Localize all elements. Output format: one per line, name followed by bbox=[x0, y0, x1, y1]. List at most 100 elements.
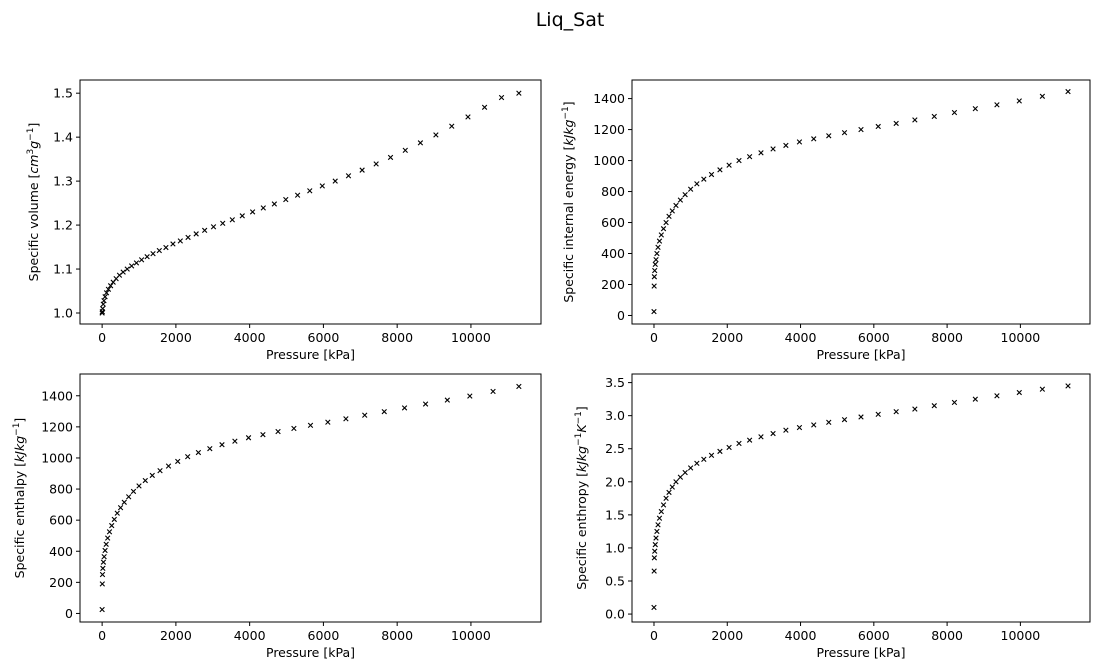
volume-data-point bbox=[319, 183, 325, 189]
internal-energy-data-point bbox=[652, 261, 658, 268]
internal-energy-x-axis-label: Pressure [kPa] bbox=[817, 347, 906, 362]
internal-energy-data-point bbox=[758, 150, 764, 156]
volume-y-axis-label-part: −1 bbox=[26, 128, 36, 141]
entropy-data-point bbox=[931, 403, 937, 409]
enthalpy-data-point bbox=[325, 419, 331, 425]
subplot-enthalpy: 0 2000 4000 6000 8000 10000 0 200 400 600 800 1000 1… bbox=[12, 373, 542, 660]
volume-data-point bbox=[359, 167, 365, 173]
volume-data-point bbox=[249, 209, 256, 215]
internal-energy-series bbox=[651, 88, 1071, 315]
enthalpy-x-tick-label: 4000 bbox=[234, 628, 266, 643]
enthalpy-data-point bbox=[121, 499, 127, 505]
volume-data-point bbox=[345, 173, 352, 179]
volume-data-point bbox=[402, 147, 408, 154]
volume-y-tick-label: 1.3 bbox=[53, 174, 73, 189]
enthalpy-data-point bbox=[100, 559, 107, 565]
internal-energy-data-point bbox=[651, 308, 657, 315]
internal-energy-data-point bbox=[694, 181, 700, 187]
volume-data-point bbox=[516, 90, 522, 96]
entropy-axes-frame bbox=[631, 373, 1091, 623]
internal-energy-y-tick-label: 1400 bbox=[593, 91, 625, 106]
enthalpy-data-point bbox=[444, 397, 451, 403]
enthalpy-data-point bbox=[117, 505, 124, 511]
volume-x-tick-label: 2000 bbox=[160, 330, 192, 345]
enthalpy-y-tick-label: 200 bbox=[49, 575, 73, 590]
enthalpy-data-point bbox=[219, 442, 225, 448]
entropy-data-point bbox=[783, 427, 789, 433]
enthalpy-y-tick-label: 400 bbox=[49, 544, 73, 559]
entropy-data-point bbox=[758, 434, 764, 440]
volume-y-tick-label: 1.1 bbox=[53, 262, 73, 277]
volume-y-axis-label-part: Specific volume [ bbox=[26, 174, 41, 282]
entropy-y-axis-label-part: ] bbox=[574, 406, 589, 411]
internal-energy-y-axis-label-part: −1 bbox=[561, 106, 571, 119]
enthalpy-data-point bbox=[362, 412, 368, 418]
internal-energy-data-point bbox=[1065, 88, 1071, 95]
entropy-data-point bbox=[858, 414, 864, 420]
internal-energy-data-point bbox=[652, 267, 658, 274]
enthalpy-data-point bbox=[109, 522, 115, 529]
enthalpy-data-point bbox=[291, 425, 297, 432]
entropy-y-tick-label: 0.0 bbox=[605, 607, 625, 622]
enthalpy-data-point bbox=[100, 565, 106, 572]
entropy-y-tick-label: 2.0 bbox=[605, 474, 625, 489]
internal-energy-data-point bbox=[1039, 93, 1046, 99]
internal-energy-data-point bbox=[682, 191, 688, 198]
internal-energy-x-tick-label: 0 bbox=[650, 330, 658, 345]
enthalpy-data-point bbox=[343, 416, 349, 422]
enthalpy-data-point bbox=[102, 547, 108, 554]
entropy-data-point bbox=[994, 393, 1000, 399]
entropy-data-point bbox=[893, 409, 899, 415]
entropy-data-point bbox=[653, 535, 659, 541]
volume-x-tick-label: 8000 bbox=[381, 330, 413, 345]
volume-data-point bbox=[271, 201, 278, 207]
enthalpy-data-point bbox=[103, 541, 109, 547]
entropy-x-tick-label: 6000 bbox=[858, 628, 890, 643]
enthalpy-data-point bbox=[185, 454, 191, 460]
enthalpy-data-point bbox=[207, 445, 213, 452]
entropy-y-tick-label: 1.5 bbox=[605, 507, 625, 522]
entropy-x-axis-label: Pressure [kPa] bbox=[817, 645, 906, 660]
volume-y-tick-label: 1.2 bbox=[53, 218, 73, 233]
entropy-data-point bbox=[682, 469, 688, 476]
internal-energy-data-point bbox=[658, 232, 665, 238]
enthalpy-data-point bbox=[175, 458, 181, 465]
entropy-data-point bbox=[826, 419, 832, 425]
internal-energy-data-point bbox=[687, 186, 694, 192]
entropy-data-point bbox=[841, 416, 848, 423]
entropy-series bbox=[651, 383, 1071, 611]
volume-data-point bbox=[99, 310, 105, 316]
volume-axes-frame bbox=[79, 79, 542, 325]
entropy-y-tick-label: 1.0 bbox=[605, 540, 625, 555]
entropy-data-point bbox=[656, 515, 663, 521]
volume-y-axis-label-part: cm bbox=[26, 154, 41, 173]
entropy-data-point bbox=[694, 460, 700, 466]
entropy-data-point bbox=[654, 528, 660, 535]
entropy-data-point bbox=[736, 440, 742, 447]
volume-series bbox=[99, 90, 522, 316]
entropy-data-point bbox=[746, 437, 753, 443]
entropy-data-point bbox=[951, 399, 958, 406]
enthalpy-x-axis-label: Pressure [kPa] bbox=[266, 645, 355, 660]
enthalpy-data-point bbox=[130, 488, 137, 495]
enthalpy-data-point bbox=[381, 408, 387, 415]
enthalpy-data-point bbox=[232, 438, 238, 444]
entropy-y-axis-label-part: −1 bbox=[574, 433, 584, 446]
entropy-data-point bbox=[651, 568, 657, 574]
internal-energy-data-point bbox=[893, 120, 899, 127]
volume-data-point bbox=[128, 263, 135, 269]
volume-data-point bbox=[239, 213, 245, 219]
volume-data-point bbox=[373, 161, 379, 167]
enthalpy-data-point bbox=[422, 401, 429, 407]
enthalpy-x-tick-label: 0 bbox=[98, 628, 106, 643]
volume-data-point bbox=[150, 250, 156, 257]
internal-energy-data-point bbox=[1016, 98, 1022, 104]
figure-title: Liq_Sat bbox=[536, 9, 605, 31]
volume-y-tick-label: 1.4 bbox=[53, 130, 73, 145]
enthalpy-data-point bbox=[99, 606, 105, 613]
entropy-data-point bbox=[1065, 383, 1071, 389]
enthalpy-y-tick-label: 1400 bbox=[41, 388, 73, 403]
internal-energy-data-point bbox=[783, 142, 789, 149]
internal-energy-data-point bbox=[663, 219, 669, 226]
volume-data-point bbox=[481, 104, 488, 110]
